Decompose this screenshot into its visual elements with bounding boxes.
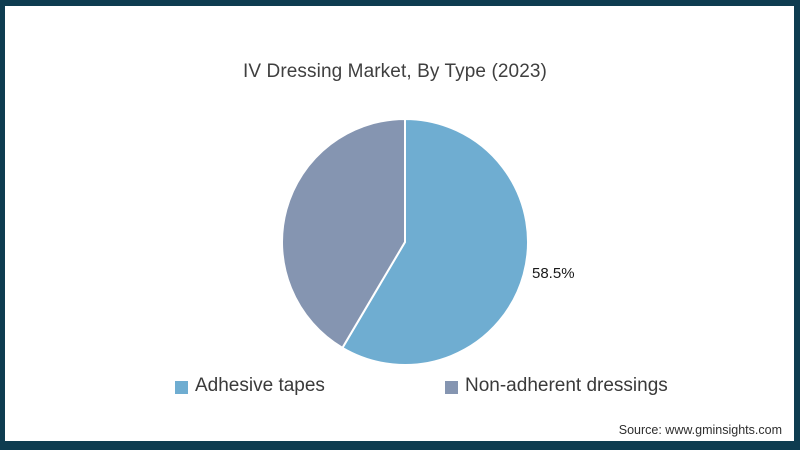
chart-title: IV Dressing Market, By Type (2023) [242, 61, 547, 82]
pie-data-label: 58.5% [532, 265, 575, 282]
legend-label-non-adherent-dressings: Non-adherent dressings [465, 375, 668, 396]
source-attribution: Source: www.gminsights.com [618, 423, 782, 437]
legend-swatch-non-adherent-dressings-icon [445, 380, 458, 394]
pie-slices [281, 118, 530, 366]
legend-item-adhesive-tapes: Adhesive tapes [175, 375, 325, 397]
pie-slice-non-adherent-dressings [281, 118, 406, 349]
pie-slice-adhesive-tapes [341, 118, 530, 366]
legend-item-non-adherent-dressings: Non-adherent dressings [445, 375, 668, 397]
pie-chart [281, 118, 530, 366]
legend: Adhesive tapes Non-adherent dressings [5, 375, 794, 399]
legend-swatch-adhesive-tapes-icon [175, 380, 188, 394]
legend-label-adhesive-tapes: Adhesive tapes [195, 375, 325, 396]
